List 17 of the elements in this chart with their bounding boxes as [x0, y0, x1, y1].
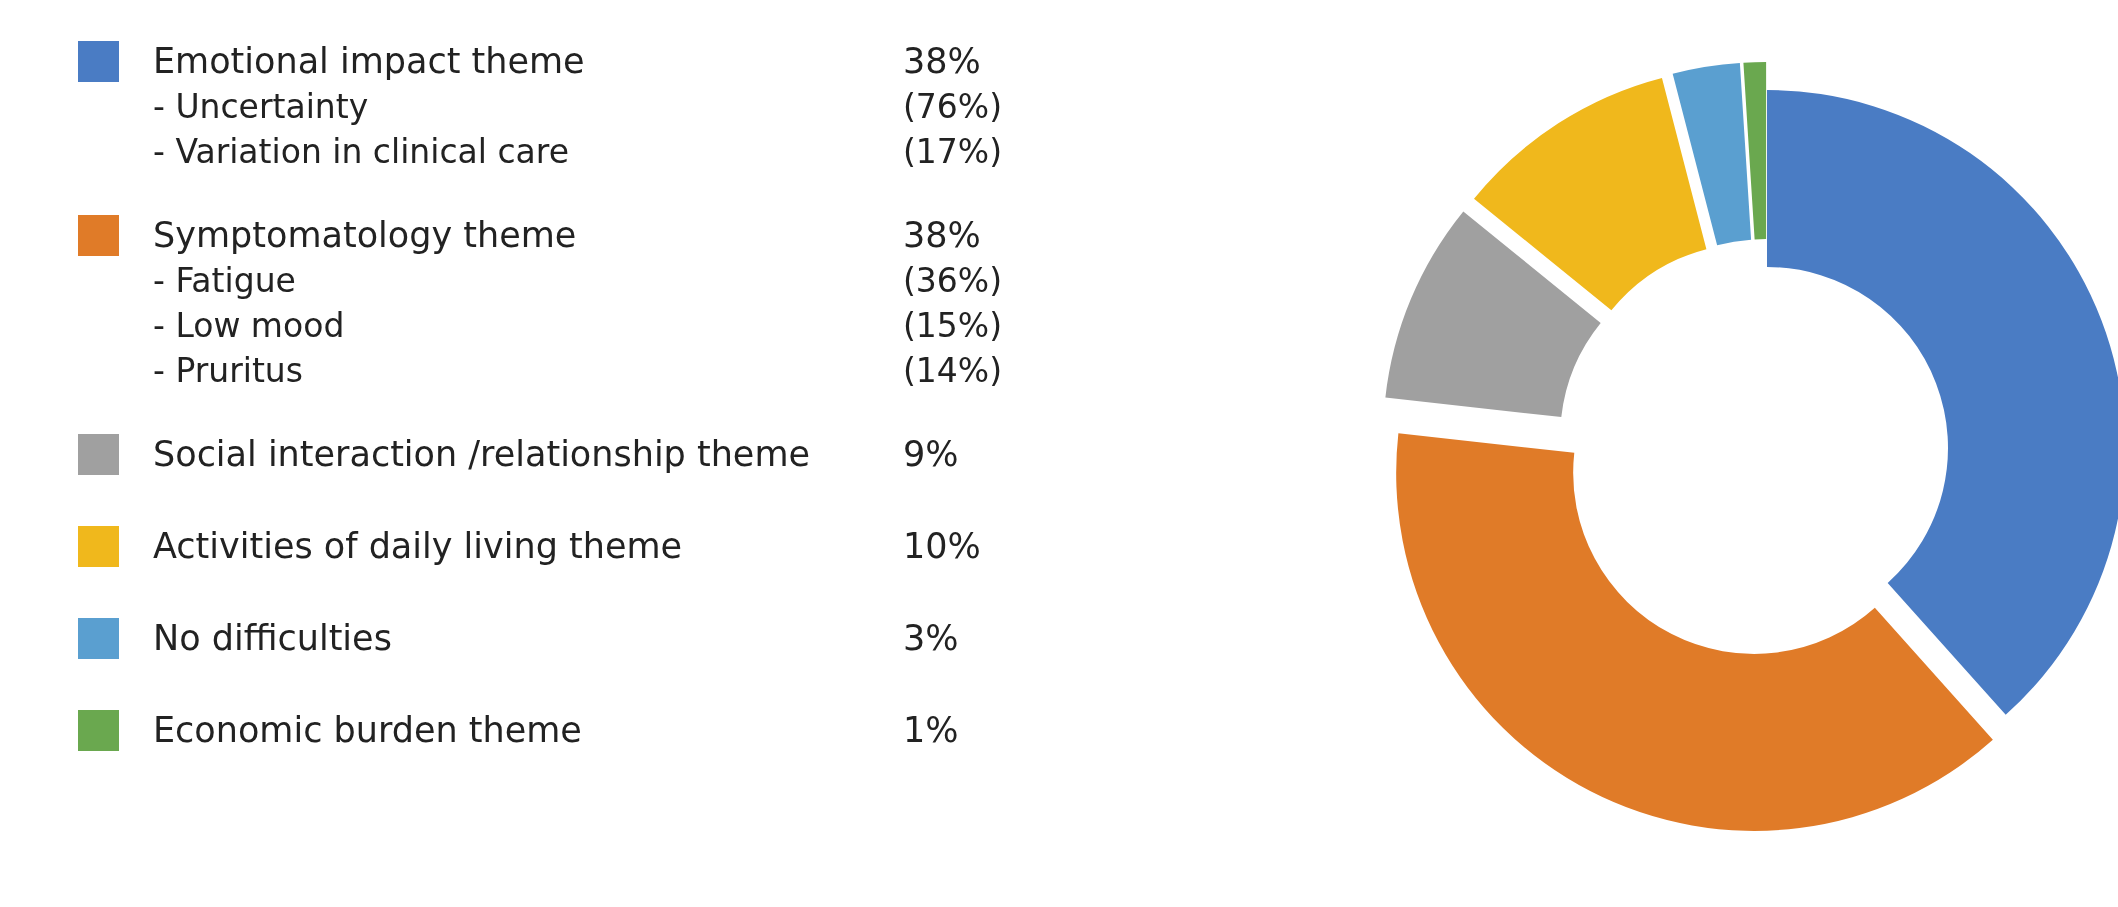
- data-label: 1%: [903, 710, 959, 751]
- legend-label: No difficulties: [153, 618, 392, 659]
- text: - Low mood (15%): [153, 305, 1003, 345]
- data-label: 9%: [903, 434, 959, 475]
- data-label: 10%: [903, 526, 981, 567]
- legend-label: Economic burden theme: [153, 710, 582, 751]
- legend-label: Emotional impact theme: [153, 41, 585, 82]
- legend-label: Symptomatology theme: [153, 215, 577, 256]
- text: - Pruritus (14%): [153, 350, 1003, 390]
- data-label: 3%: [903, 618, 959, 659]
- data-label: 38%: [903, 41, 981, 82]
- legend-label: Social interaction /relationship theme: [153, 434, 811, 475]
- text: - Variation in clinical care (17%): [153, 131, 1003, 171]
- data-label: 38%: [903, 215, 981, 256]
- text: - Uncertainty (76%): [153, 86, 1003, 126]
- legend-label: Activities of daily living theme: [153, 526, 683, 567]
- text: - Fatigue (36%): [153, 260, 1003, 300]
